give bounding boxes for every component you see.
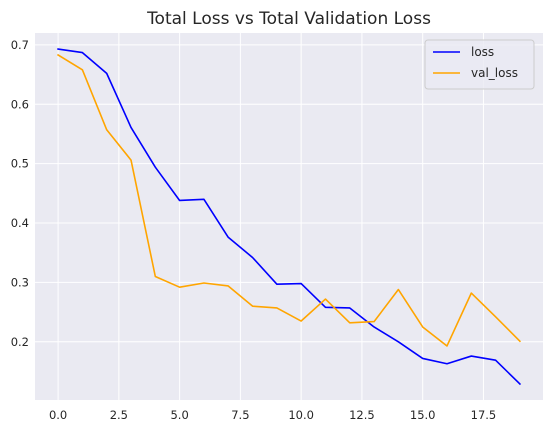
- y-tick-label: 0.2: [11, 335, 29, 349]
- series-line-val-loss: [56, 53, 522, 347]
- x-tick-label: 0.0: [49, 408, 67, 422]
- x-tick-label: 7.5: [231, 408, 249, 422]
- legend-label-loss: loss: [471, 45, 494, 59]
- y-tick-label: 0.6: [11, 97, 29, 111]
- y-tick-label: 0.5: [11, 157, 29, 171]
- x-tick-label: 2.5: [110, 408, 128, 422]
- y-tick-label: 0.7: [11, 38, 29, 52]
- y-tick-label: 0.3: [11, 275, 29, 289]
- x-tick-label: 12.5: [349, 408, 375, 422]
- x-tick-label: 15.0: [410, 408, 436, 422]
- plot-area: [35, 33, 543, 400]
- x-tick-label: 5.0: [170, 408, 188, 422]
- tick-labels: 0.0 2.5 5.0 7.5 10.0 12.5 15.0 17.5 0.2 0.3 0.4 0.5…: [11, 38, 497, 422]
- chart-title: Total Loss vs Total Validation Loss: [146, 9, 431, 29]
- x-tick-label: 17.5: [471, 408, 497, 422]
- legend: loss val_loss: [424, 39, 535, 90]
- series-line-loss: [57, 48, 522, 386]
- legend-label-val-loss: val_loss: [471, 66, 518, 80]
- grid: [35, 33, 543, 400]
- x-tick-label: 10.0: [288, 408, 314, 422]
- series-lines: [56, 48, 522, 386]
- y-tick-label: 0.4: [11, 216, 29, 230]
